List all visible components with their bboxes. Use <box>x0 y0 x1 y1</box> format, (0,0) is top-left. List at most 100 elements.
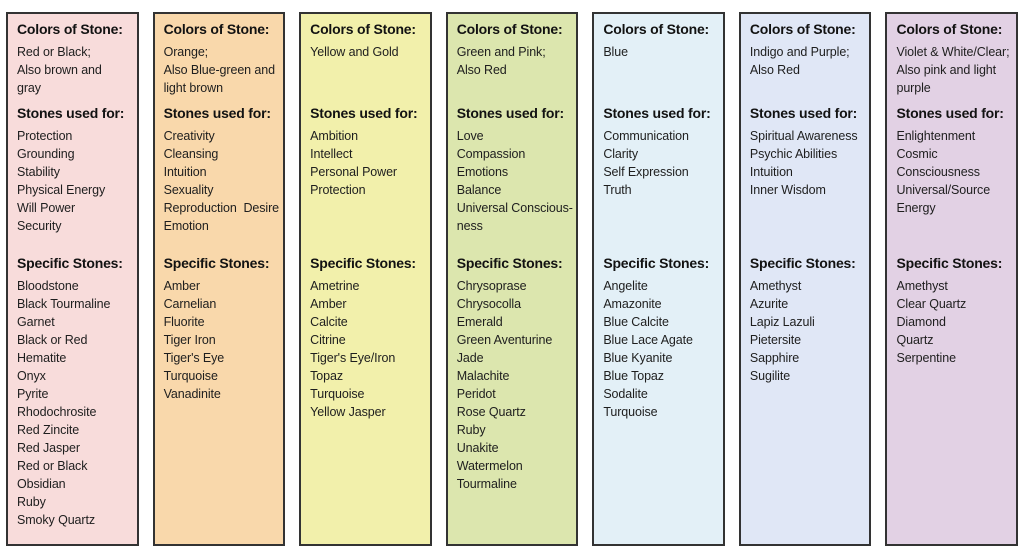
text-line: Blue Lace Agate <box>603 333 693 347</box>
text-line: Fluorite <box>163 315 205 329</box>
panel-root-red: Colors of Stone: Red or Black; Also brown… <box>6 12 139 546</box>
colors-section: Colors of Stone: Blue <box>603 21 715 105</box>
text-line: Enlightenment <box>896 129 976 143</box>
panel-violet: Colors of Stone: Violet & White/Clear; Al… <box>885 12 1019 546</box>
text-line: Pietersite <box>749 333 801 347</box>
text-line: Energy <box>896 201 936 215</box>
stone-chart-board: Colors of Stone: Red or Black; Also brown… <box>6 12 1019 546</box>
text-line: Bloodstone <box>17 279 79 293</box>
text-line: Onyx <box>17 369 46 383</box>
text-line: Psychic Abilities <box>749 147 838 161</box>
text-line: Self Expression <box>603 165 689 179</box>
text-line: Blue Topaz <box>603 369 664 383</box>
text-line: Emerald <box>456 315 503 329</box>
specific-stones-heading: Specific Stones: <box>17 255 123 271</box>
text-line: Smoky Quartz <box>17 513 95 527</box>
text-line: Chrysoprase <box>456 279 527 293</box>
text-line: Pyrite <box>17 387 49 401</box>
colors-section: Colors of Stone: Violet & White/Clear; Al… <box>896 21 1010 105</box>
used-for-heading: Stones used for: <box>603 105 711 121</box>
used-for-heading: Stones used for: <box>163 105 271 121</box>
text-line: Garnet <box>17 315 55 329</box>
text-line: Jade <box>456 351 484 365</box>
text-line: gray <box>17 81 41 95</box>
text-line: Tiger Iron <box>163 333 216 347</box>
text-line: Amber <box>163 279 200 293</box>
used-for-lines: Spiritual Awareness Psychic Abilities Intu… <box>750 127 862 199</box>
text-line: Compassion <box>456 147 526 161</box>
specific-stones-section: Specific Stones: Bloodstone Black Tourmal… <box>17 255 129 529</box>
text-line: Sapphire <box>749 351 800 365</box>
colors-section: Colors of Stone: Orange; Also Blue-green … <box>164 21 276 105</box>
text-line: Red or Black <box>17 459 88 473</box>
specific-stones-section: Specific Stones: Chrysoprase Chrysocolla E… <box>457 255 569 493</box>
text-line: Diamond <box>896 315 946 329</box>
text-line: Amethyst <box>896 279 948 293</box>
text-line: Emotion <box>163 219 209 233</box>
text-line: Ruby <box>456 423 486 437</box>
text-line: Stability <box>17 165 60 179</box>
text-line: Vanadinite <box>163 387 221 401</box>
specific-stones-lines: Ametrine Amber Calcite Citrine Tiger's Eye/I… <box>310 277 422 421</box>
text-line: Amethyst <box>749 279 802 293</box>
colors-lines: Green and Pink; Also Red <box>457 43 569 79</box>
used-for-heading: Stones used for: <box>456 105 564 121</box>
text-line: Reproduction Desire <box>163 201 280 215</box>
used-for-section: Stones used for: Love Compassion Emotions B… <box>456 105 573 255</box>
text-line: Also brown and <box>17 63 102 77</box>
used-for-heading: Stones used for: <box>17 105 125 121</box>
text-line: Peridot <box>456 387 496 401</box>
text-line: Carnelian <box>163 297 217 311</box>
text-line: Security <box>17 219 62 233</box>
colors-lines: Blue <box>603 43 715 61</box>
text-line: Tiger's Eye <box>163 351 225 365</box>
colors-section: Colors of Stone: Indigo and Purple; Also … <box>750 21 862 105</box>
text-line: Protection <box>310 183 366 197</box>
text-line: Violet & White/Clear; <box>896 45 1010 59</box>
text-line: Serpentine <box>896 351 956 365</box>
panel-yellow: Colors of Stone: Yellow and Gold Stones … <box>299 12 432 546</box>
panel-blue: Colors of Stone: Blue Stones used for: C… <box>592 12 725 546</box>
text-line: Angelite <box>603 279 648 293</box>
text-line: Orange; <box>163 45 209 59</box>
text-line: Tourmaline <box>456 477 517 491</box>
specific-stones-heading: Specific Stones: <box>310 255 416 271</box>
used-for-lines: Ambition Intellect Personal Power Protectio… <box>310 127 422 199</box>
text-line: Rose Quartz <box>456 405 526 419</box>
text-line: Also Red <box>456 63 507 77</box>
text-line: Ruby <box>17 495 46 509</box>
text-line: Also Blue-green and <box>163 63 275 77</box>
text-line: Inner Wisdom <box>749 183 826 197</box>
colors-lines: Yellow and Gold <box>310 43 422 61</box>
text-line: Turquoise <box>310 387 365 401</box>
colors-lines: Orange; Also Blue-green and light brown <box>164 43 276 97</box>
used-for-heading: Stones used for: <box>310 105 418 121</box>
specific-stones-lines: Angelite Amazonite Blue Calcite Blue Lace A… <box>603 277 715 421</box>
text-line: Rhodochrosite <box>17 405 97 419</box>
text-line: Green and Pink; <box>456 45 546 59</box>
colors-section: Colors of Stone: Red or Black; Also brown… <box>17 21 129 105</box>
colors-heading: Colors of Stone: <box>163 21 270 37</box>
specific-stones-section: Specific Stones: Amber Carnelian Fluorite T… <box>164 255 276 403</box>
text-line: Calcite <box>310 315 348 329</box>
text-line: Tiger's Eye/Iron <box>310 351 396 365</box>
text-line: Also Red <box>749 63 800 77</box>
specific-stones-lines: Amber Carnelian Fluorite Tiger Iron Tiger's … <box>164 277 276 403</box>
text-line: Yellow and Gold <box>310 45 399 59</box>
text-line: Sugilite <box>749 369 791 383</box>
text-line: Watermelon <box>456 459 523 473</box>
used-for-lines: Protection Grounding Stability Physical Ene… <box>17 127 129 235</box>
specific-stones-heading: Specific Stones: <box>896 255 1003 271</box>
colors-heading: Colors of Stone: <box>310 21 416 37</box>
text-line: Turquoise <box>603 405 658 419</box>
text-line: Citrine <box>310 333 346 347</box>
text-line: Amber <box>310 297 347 311</box>
text-line: Clarity <box>603 147 639 161</box>
used-for-lines: Creativity Cleansing Intuition Sexuality Rep… <box>163 127 280 235</box>
used-for-section: Stones used for: Spiritual Awareness Psyc… <box>750 105 862 255</box>
colors-heading: Colors of Stone: <box>749 21 856 37</box>
specific-stones-section: Specific Stones: Amethyst Clear Quartz Dia… <box>896 255 1008 367</box>
colors-section: Colors of Stone: Green and Pink; Also Red <box>457 21 569 105</box>
text-line: Ametrine <box>310 279 360 293</box>
colors-heading: Colors of Stone: <box>456 21 563 37</box>
